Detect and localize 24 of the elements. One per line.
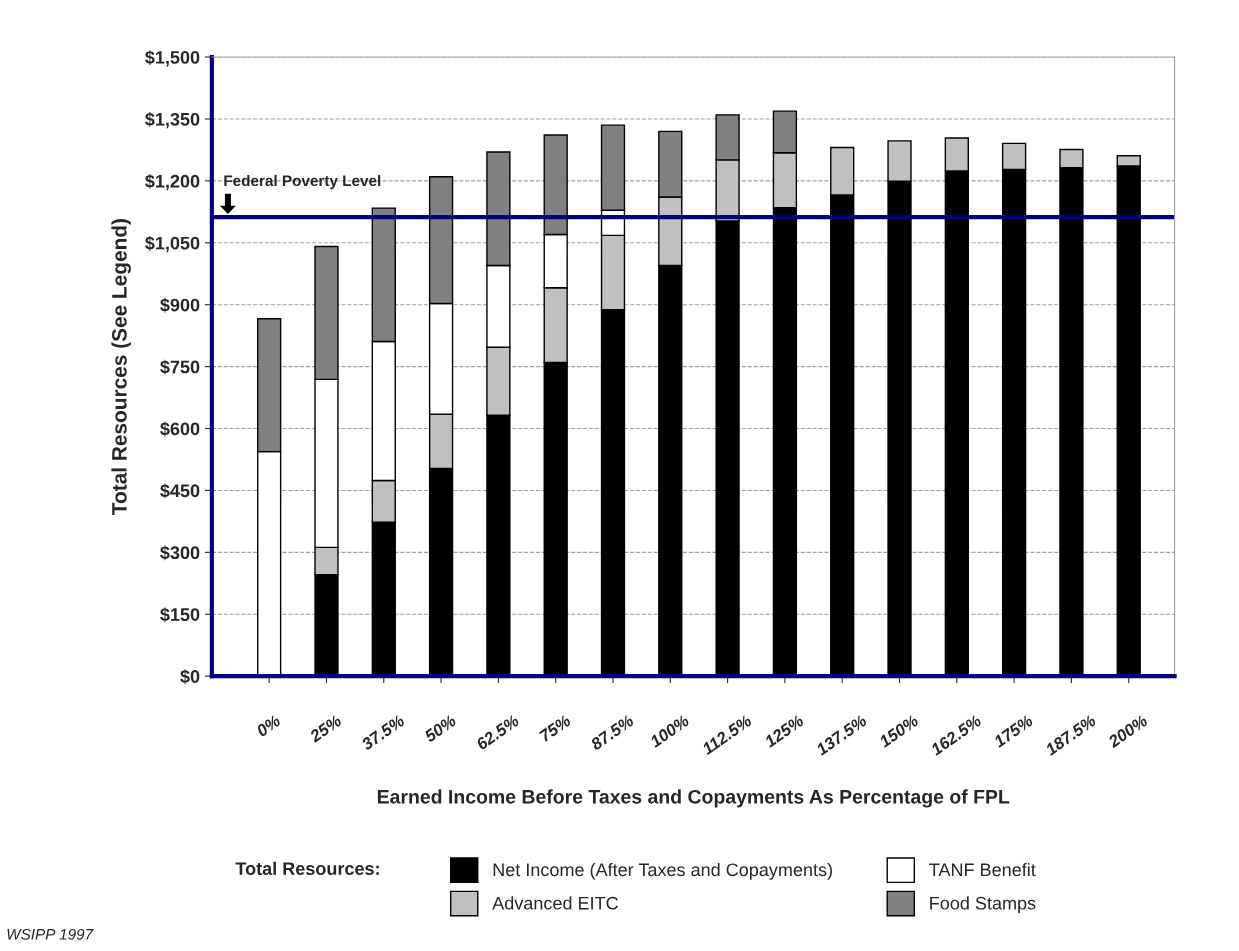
x-axis-title: Earned Income Before Taxes and Copayments As Percentage of FPL bbox=[377, 789, 1010, 808]
y-tick-label: $1,500 bbox=[145, 50, 200, 67]
legend-title: Total Resources: bbox=[235, 861, 379, 876]
y-tick-label: $450 bbox=[160, 483, 200, 499]
y-tick-label: $1,350 bbox=[145, 112, 200, 129]
x-tick-label: 75% bbox=[538, 714, 572, 743]
y-tick-label: $150 bbox=[160, 607, 200, 623]
y-tick-label: $300 bbox=[160, 545, 200, 561]
y-tick-label: $900 bbox=[160, 297, 200, 313]
text: WSIPP 1997 bbox=[7, 928, 94, 940]
x-tick-label: 25% bbox=[308, 714, 343, 743]
ref-line-label: Federal Poverty Level bbox=[224, 174, 381, 190]
legend-label: TANF Benefit bbox=[929, 862, 1036, 877]
legend-label: Food Stamps bbox=[930, 896, 1036, 914]
y-axis-title: Total Resources (See Legend) bbox=[111, 219, 131, 515]
x-tick-label: 0% bbox=[255, 714, 282, 738]
y-tick-label: $1,200 bbox=[145, 174, 200, 191]
legend-label: Net Income (After Taxes and Copayments) bbox=[493, 862, 832, 880]
y-tick-label: $750 bbox=[160, 359, 200, 375]
x-tick-label: 50% bbox=[423, 714, 457, 743]
y-tick-label: $1,050 bbox=[145, 235, 200, 253]
legend-label: Advanced EITC bbox=[492, 896, 618, 910]
y-tick-label: $600 bbox=[160, 421, 200, 437]
y-tick-label: $0 bbox=[180, 669, 200, 685]
